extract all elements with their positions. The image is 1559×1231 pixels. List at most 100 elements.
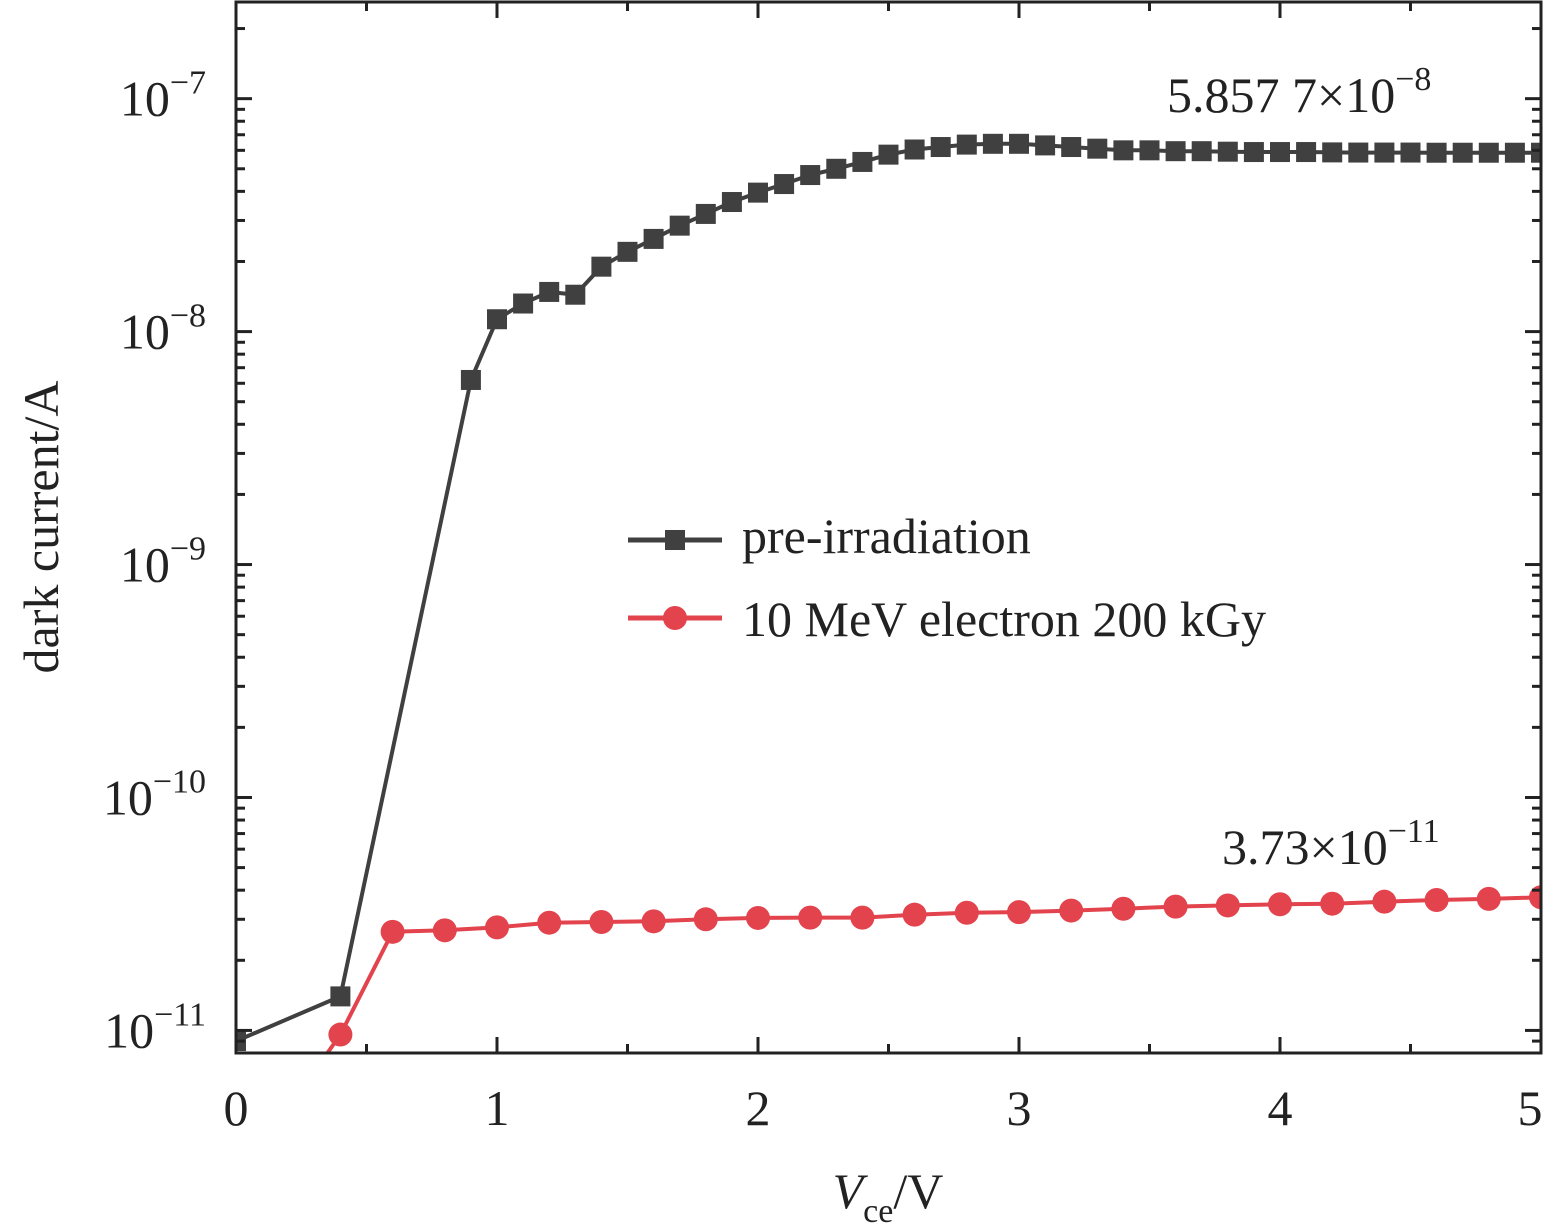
legend: pre-irradiation 10 MeV electron 200 kGy (628, 508, 1266, 647)
annotation-pre-base: 5.857 7×10 (1167, 67, 1395, 123)
legend-item-post: 10 MeV electron 200 kGy (628, 591, 1266, 647)
data-point (589, 910, 614, 935)
data-point (1476, 886, 1501, 911)
data-point (460, 369, 481, 390)
legend-item-pre: pre-irradiation (628, 508, 1031, 564)
y-tick-label: 10−9 (120, 531, 206, 593)
data-point (1322, 142, 1343, 163)
y-tick-base: 10 (103, 769, 153, 825)
x-axis-label-sub: ce (863, 1193, 893, 1230)
y-tick-exp: −7 (170, 65, 206, 102)
data-point (1035, 135, 1056, 156)
y-tick-base: 10 (120, 537, 170, 593)
legend-label-post: 10 MeV electron 200 kGy (742, 591, 1266, 647)
data-point (850, 905, 875, 930)
data-point (1478, 142, 1499, 163)
data-point (1007, 900, 1031, 925)
y-tick-label: 10−10 (103, 763, 206, 825)
x-axis-label: Vce/V (833, 1163, 944, 1230)
data-point (1217, 141, 1238, 162)
y-tick-label: 10−11 (104, 996, 206, 1058)
y-axis-label: dark current/A (13, 381, 69, 674)
data-point (1504, 142, 1525, 163)
data-point (982, 133, 1003, 154)
annotation-post-value: 3.73×10−11 (1222, 813, 1440, 875)
annotation-pre: 5.857 7×10−8 (1167, 61, 1431, 123)
data-point (1165, 141, 1186, 162)
data-point (721, 192, 742, 213)
y-tick-exp: −8 (170, 298, 206, 335)
data-point (852, 151, 873, 172)
data-point (1400, 142, 1421, 163)
data-point (1243, 142, 1264, 163)
y-tick-base: 10 (120, 71, 170, 127)
data-point (1215, 893, 1240, 918)
data-point (1348, 142, 1369, 163)
data-point (330, 986, 351, 1007)
data-point (826, 158, 847, 179)
data-point (954, 900, 979, 925)
data-point (1424, 888, 1449, 913)
data-point (1426, 142, 1447, 163)
series-layer (236, 133, 1541, 1053)
data-point (1009, 133, 1029, 154)
data-point (591, 256, 612, 277)
data-point (1320, 891, 1345, 916)
data-point (1163, 894, 1188, 919)
x-tick-label: 0 (224, 1080, 249, 1136)
annotation-post-base: 3.73×10 (1222, 819, 1388, 875)
data-point (487, 309, 507, 330)
data-point (1087, 138, 1108, 159)
y-tick-exp: −10 (153, 763, 206, 800)
data-point (695, 203, 716, 224)
data-point (669, 215, 690, 236)
data-point (1531, 142, 1541, 163)
data-point (617, 241, 638, 262)
data-point (565, 284, 586, 305)
data-point (1270, 142, 1290, 163)
data-point (380, 919, 405, 944)
data-point (1296, 142, 1317, 163)
ticks-layer (234, 2, 1543, 1055)
y-tick-base: 10 (104, 1002, 154, 1058)
data-point (800, 165, 821, 186)
x-axis-label-var: V (833, 1163, 869, 1219)
data-point (1374, 142, 1395, 163)
x-tick-label: 1 (485, 1080, 510, 1136)
x-tick-label: 2 (746, 1080, 771, 1136)
data-point (1372, 889, 1397, 914)
data-point (1113, 140, 1134, 161)
data-point (904, 139, 925, 160)
data-point (643, 228, 664, 249)
y-tick-exp: −11 (154, 996, 206, 1033)
data-point (1111, 896, 1136, 921)
data-point (902, 902, 927, 927)
legend-label-pre: pre-irradiation (742, 508, 1031, 564)
data-point (798, 905, 823, 930)
y-tick-label: 10−8 (120, 298, 206, 360)
legend-marker-circle (663, 606, 687, 630)
annotation-post: 3.73×10−11 (1222, 813, 1440, 875)
y-tick-label: 10−7 (120, 65, 206, 127)
data-point (485, 915, 509, 940)
data-point (878, 144, 899, 165)
annotation-post-exp: −11 (1388, 813, 1440, 850)
legend-marker-square (665, 530, 685, 550)
series-1 (236, 133, 1541, 1052)
data-point (1061, 137, 1082, 158)
data-point (1452, 142, 1473, 163)
data-point (930, 137, 951, 158)
data-point (513, 293, 534, 314)
data-point (746, 905, 770, 930)
x-axis-label-unit: /V (893, 1163, 943, 1219)
data-point (693, 907, 718, 932)
series-2 (325, 885, 1541, 1053)
y-tick-exp: −9 (170, 531, 206, 568)
data-point (774, 174, 795, 195)
data-point (1059, 898, 1084, 923)
data-point (539, 281, 560, 302)
x-tick-label: 3 (1007, 1080, 1032, 1136)
data-point (328, 1022, 353, 1047)
